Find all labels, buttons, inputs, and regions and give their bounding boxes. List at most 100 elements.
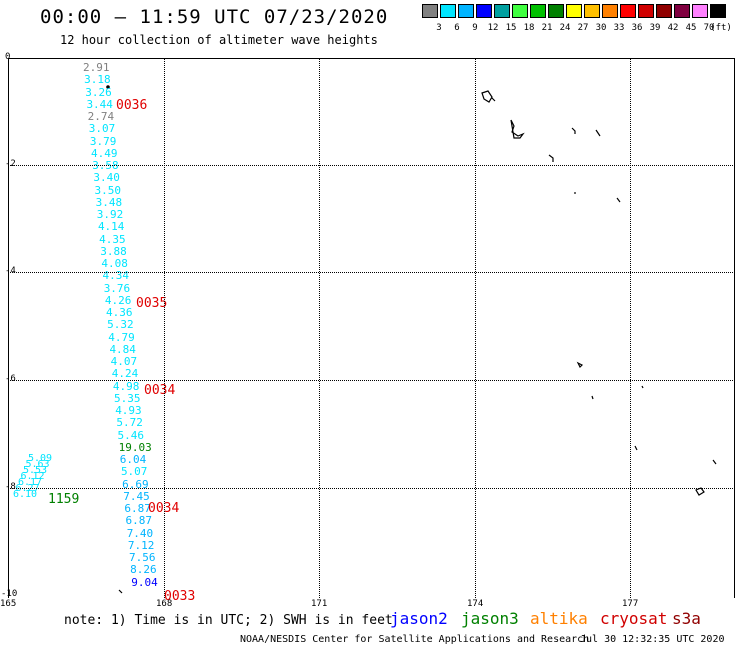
track-dot <box>106 85 110 89</box>
legend-swatch <box>638 4 654 18</box>
wave-height-value: 2.91 <box>83 61 110 74</box>
longitude-gridline <box>319 58 320 598</box>
wave-height-value: 3.44 <box>86 97 113 111</box>
wave-height-value: 4.93 <box>115 404 142 417</box>
legend-label: 30 <box>595 23 607 33</box>
latitude-label: -10 <box>1 589 18 599</box>
wave-height-value: 3.48 <box>95 195 123 209</box>
legend-label: 12 <box>487 23 499 33</box>
wave-height-value: 3.26 <box>85 85 112 99</box>
wave-height-value: 2.74 <box>87 110 115 123</box>
island-outline <box>591 395 594 400</box>
pass-time-label: 0033 <box>164 589 196 604</box>
legend-swatch <box>476 4 492 18</box>
satellite-cryosat-label: cryosat <box>600 609 668 628</box>
pass-time-label: 0036 <box>116 98 148 113</box>
jason3-wave-value: 5.53 <box>23 465 48 476</box>
legend-label: 33 <box>613 23 625 33</box>
wave-height-value: 3.40 <box>93 171 120 185</box>
legend-unit: (ft) <box>710 23 732 33</box>
credit-line: NOAA/NESDIS Center for Satellite Applica… <box>240 634 590 645</box>
wave-height-value: 3.88 <box>100 244 127 258</box>
wave-height-value: 7.40 <box>126 526 154 540</box>
longitude-gridline <box>630 58 631 598</box>
wave-height-value: 3.92 <box>96 208 124 221</box>
legend-label: 36 <box>631 23 643 33</box>
pass-time-label: 0035 <box>136 296 168 311</box>
island-outline <box>712 459 717 465</box>
legend-swatch <box>656 4 672 18</box>
wave-height-value: 4.08 <box>101 257 128 270</box>
satellite-jason3-label: jason3 <box>461 609 519 628</box>
legend-swatch <box>530 4 546 18</box>
pass-time-label: 0034 <box>148 501 180 516</box>
wave-height-value: 5.32 <box>107 318 134 332</box>
island-outline <box>481 90 496 103</box>
island-outline <box>695 487 705 496</box>
legend-swatch <box>584 4 600 18</box>
wave-height-value: 7.12 <box>127 538 155 552</box>
wave-height-value: 4.98 <box>112 379 140 393</box>
wave-height-value: 3.07 <box>88 122 116 136</box>
legend-swatch <box>692 4 708 18</box>
legend-label: 39 <box>649 23 661 33</box>
jason3-wave-value: 6.12 <box>20 471 45 482</box>
wave-height-value: 4.36 <box>106 306 133 319</box>
wave-height-value: 5.07 <box>120 465 148 479</box>
wave-height-value: 4.35 <box>99 232 126 246</box>
legend-label: 45 <box>685 23 697 33</box>
longitude-label: 177 <box>622 599 639 609</box>
wave-height-value: 4.34 <box>102 269 130 283</box>
legend-swatch <box>674 4 690 18</box>
wave-height-value: 5.35 <box>114 391 141 405</box>
jason3-wave-value: 6.10 <box>13 489 38 500</box>
legend-swatch <box>620 4 636 18</box>
latitude-label: -6 <box>5 374 16 384</box>
map-plot: 2.91 3.18 3.26 3.44 2.74 3.07 3.79 4.49 3.58 3.40… <box>0 52 735 609</box>
longitude-gridline <box>475 58 476 598</box>
wave-height-value: 5.72 <box>116 416 143 430</box>
legend-swatch <box>512 4 528 18</box>
satellite-altika-label: altika <box>530 609 588 628</box>
island-outline <box>634 445 638 451</box>
legend-label: 6 <box>454 23 460 33</box>
island-outline <box>576 361 584 369</box>
generated-timestamp: Jul 30 12:32:35 UTC 2020 <box>580 634 725 645</box>
wave-height-value: 3.50 <box>94 183 122 197</box>
legend-label: 24 <box>559 23 571 33</box>
legend-swatch <box>494 4 510 18</box>
wave-height-value: 4.14 <box>97 220 125 234</box>
wave-height-value: 4.84 <box>109 342 136 356</box>
island-outline <box>571 127 576 134</box>
jason3-wave-value: 6.17 <box>18 477 43 488</box>
legend-label: 27 <box>577 23 589 33</box>
map-title: 00:00 – 11:59 UTC 07/23/2020 <box>40 6 389 28</box>
wave-height-value: 6.87 <box>125 514 153 528</box>
legend-label: 70 <box>703 23 715 33</box>
wave-height-value: 5.46 <box>117 428 145 442</box>
legend-label: 18 <box>523 23 535 33</box>
legend-label: 9 <box>472 23 478 33</box>
wave-height-value: 3.18 <box>84 73 111 87</box>
wave-height-value: 6.04 <box>119 453 147 466</box>
island-outline <box>595 129 601 137</box>
latitude-label: 0 <box>5 52 11 62</box>
wave-height-value: 6.69 <box>122 477 149 491</box>
island-outline <box>616 197 621 203</box>
wave-height-value: 4.49 <box>91 146 118 160</box>
latitude-gridline <box>8 165 735 166</box>
wave-height-value: 4.26 <box>104 293 132 307</box>
latitude-label: -2 <box>5 159 16 169</box>
coastline-layer <box>106 85 717 594</box>
wave-height-value: 7.45 <box>123 489 150 503</box>
jason3-wave-value: 5.09 <box>28 453 53 464</box>
jason3-time-label: 1159 <box>48 492 80 507</box>
legend-label: 42 <box>667 23 679 33</box>
latitude-gridline <box>8 380 735 381</box>
wave-height-value: 3.76 <box>103 281 131 295</box>
longitude-label: 168 <box>156 599 173 609</box>
legend-label: 3 <box>436 23 442 33</box>
satellite-s3a-label: s3a <box>672 609 701 628</box>
wave-height-value: 4.79 <box>108 330 135 344</box>
track-dot <box>574 192 576 194</box>
